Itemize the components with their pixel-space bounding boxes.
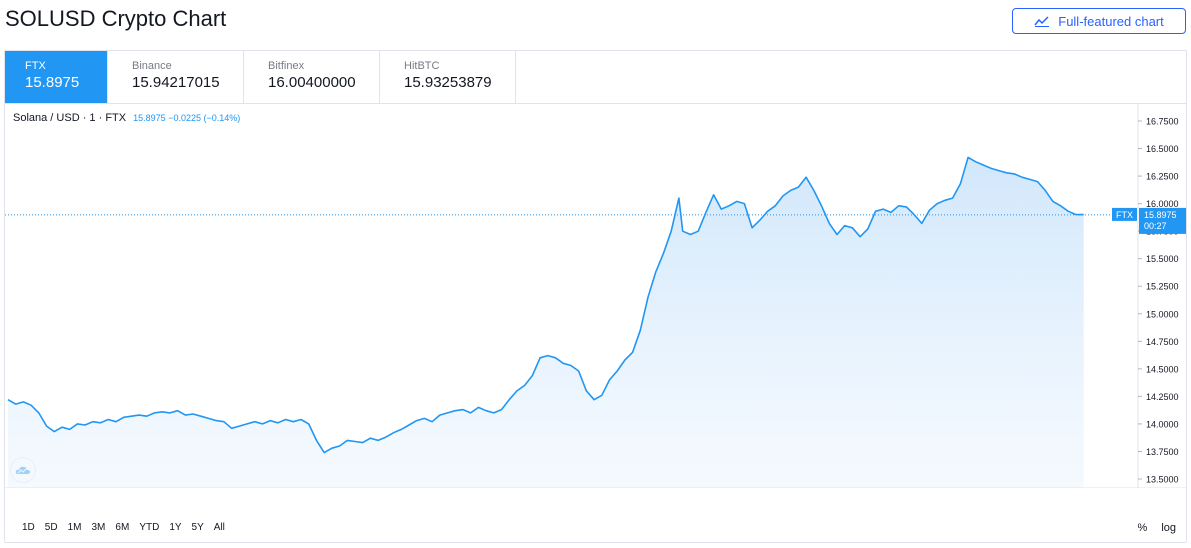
y-tick-label: 16.7500 — [1146, 117, 1179, 127]
y-tick-label: 16.5000 — [1146, 144, 1179, 154]
tab-hitbtc[interactable]: HitBTC 15.93253879 — [380, 51, 516, 103]
timeframe-all[interactable]: All — [213, 522, 225, 533]
price-tag-box — [1139, 207, 1186, 234]
tab-divider — [5, 103, 1186, 104]
tab-binance[interactable]: Binance 15.94217015 — [108, 51, 244, 103]
timeframe-3m[interactable]: 3M — [91, 522, 106, 533]
chart-legend: Solana / USD · 1 · FTX 15.8975 −0.0225 (… — [13, 112, 240, 124]
tab-exchange-name: FTX — [25, 60, 46, 72]
price-tag-countdown: 00:27 — [1144, 221, 1167, 231]
percent-scale-toggle[interactable]: % — [1137, 522, 1148, 534]
exchange-tag-box — [1112, 207, 1137, 221]
page-title: SOLUSD Crypto Chart — [5, 6, 227, 31]
y-tick-label: 13.5000 — [1146, 475, 1179, 485]
y-tick-label: 15.5000 — [1146, 254, 1179, 264]
price-chart[interactable]: 16.750016.500016.250016.000015.750015.50… — [5, 103, 1186, 488]
full-featured-chart-label: Full-featured chart — [1058, 13, 1164, 29]
y-tick-label: 14.2500 — [1146, 392, 1179, 402]
chart-line-icon — [1034, 16, 1050, 27]
tab-exchange-price: 16.00400000 — [268, 74, 356, 91]
timeframe-ytd[interactable]: YTD — [139, 522, 160, 533]
tab-exchange-name: Bitfinex — [268, 60, 305, 72]
legend-values: 15.8975 −0.0225 (−0.14%) — [133, 113, 241, 123]
y-tick-label: 14.5000 — [1146, 364, 1179, 374]
tab-exchange-name: HitBTC — [404, 60, 440, 72]
timeframe-5y[interactable]: 5Y — [191, 522, 204, 533]
exchange-tabs: FTX 15.8975 Binance 15.94217015 Bitfinex… — [5, 51, 516, 103]
exchange-tag-label: FTX — [1116, 210, 1133, 220]
full-featured-chart-button[interactable]: Full-featured chart — [1012, 8, 1186, 34]
timeframe-6m[interactable]: 6M — [115, 522, 130, 533]
y-tick-label: 14.0000 — [1146, 419, 1179, 429]
tab-bitfinex[interactable]: Bitfinex 16.00400000 — [244, 51, 380, 103]
series-area-fill — [8, 157, 1084, 488]
log-scale-toggle[interactable]: log — [1161, 522, 1176, 534]
tab-exchange-price: 15.94217015 — [132, 74, 220, 91]
tab-exchange-price: 15.93253879 — [404, 74, 492, 91]
y-tick-label: 13.7500 — [1146, 447, 1179, 457]
tab-exchange-price: 15.8975 — [25, 74, 80, 91]
y-tick-label: 14.7500 — [1146, 337, 1179, 347]
tab-exchange-name: Binance — [132, 60, 172, 72]
y-tick-label: 16.0000 — [1146, 199, 1179, 209]
price-tag-value: 15.8975 — [1144, 210, 1177, 220]
y-tick-label: 15.0000 — [1146, 309, 1179, 319]
timeframe-5d[interactable]: 5D — [44, 522, 58, 533]
timeframe-bar: 1D 5D 1M 3M 6M YTD 1Y 5Y All — [17, 522, 230, 533]
tab-ftx[interactable]: FTX 15.8975 — [5, 51, 108, 103]
legend-symbol: Solana / USD · 1 · FTX — [13, 112, 127, 124]
series-line — [7, 156, 1084, 454]
y-tick-label: 16.2500 — [1146, 172, 1179, 182]
timeframe-1d[interactable]: 1D — [22, 522, 35, 533]
timeframe-1y[interactable]: 1Y — [169, 522, 182, 533]
y-tick-label: 15.2500 — [1146, 282, 1179, 292]
timeframe-1m[interactable]: 1M — [67, 522, 82, 533]
scale-controls: % log — [1138, 522, 1176, 534]
